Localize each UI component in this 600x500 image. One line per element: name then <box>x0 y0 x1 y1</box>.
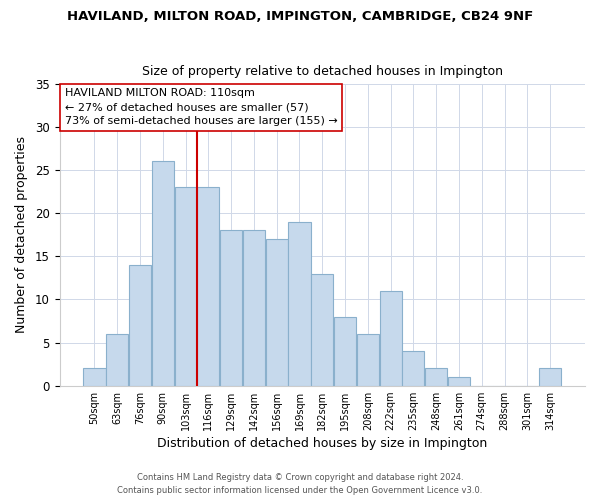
Bar <box>425 368 447 386</box>
Text: Contains HM Land Registry data © Crown copyright and database right 2024.
Contai: Contains HM Land Registry data © Crown c… <box>118 474 482 495</box>
Y-axis label: Number of detached properties: Number of detached properties <box>15 136 28 334</box>
Bar <box>289 222 311 386</box>
Bar <box>83 368 106 386</box>
Bar <box>380 291 401 386</box>
Text: HAVILAND MILTON ROAD: 110sqm
← 27% of detached houses are smaller (57)
73% of se: HAVILAND MILTON ROAD: 110sqm ← 27% of de… <box>65 88 338 126</box>
Bar <box>175 188 197 386</box>
Bar <box>403 351 424 386</box>
Bar <box>311 274 334 386</box>
Bar <box>448 377 470 386</box>
Bar <box>539 368 561 386</box>
Bar <box>129 265 151 386</box>
Bar <box>243 230 265 386</box>
Bar <box>266 239 288 386</box>
Bar <box>220 230 242 386</box>
Title: Size of property relative to detached houses in Impington: Size of property relative to detached ho… <box>142 66 503 78</box>
Text: HAVILAND, MILTON ROAD, IMPINGTON, CAMBRIDGE, CB24 9NF: HAVILAND, MILTON ROAD, IMPINGTON, CAMBRI… <box>67 10 533 23</box>
Bar <box>334 316 356 386</box>
Bar <box>357 334 379 386</box>
Bar <box>106 334 128 386</box>
Bar <box>152 162 174 386</box>
Bar <box>197 188 220 386</box>
X-axis label: Distribution of detached houses by size in Impington: Distribution of detached houses by size … <box>157 437 487 450</box>
